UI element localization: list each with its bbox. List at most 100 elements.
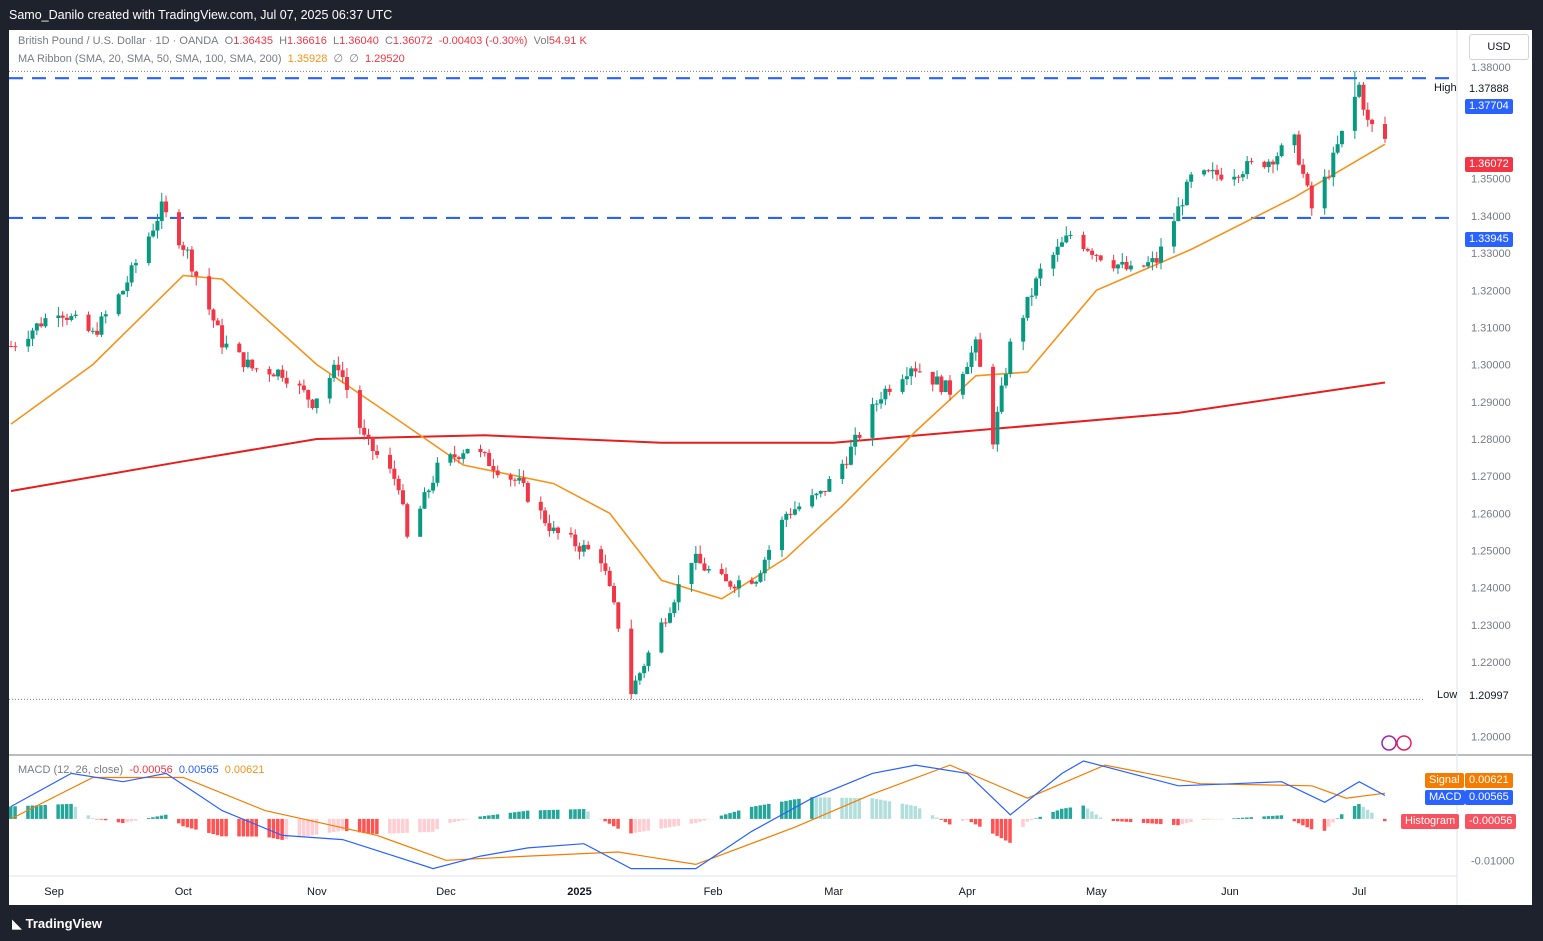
- candle-body: [495, 470, 500, 476]
- price-tick-label: 1.22000: [1471, 657, 1511, 669]
- support-price-tag: 1.33945: [1465, 232, 1513, 247]
- candle-body: [400, 490, 405, 505]
- candle-body: [538, 501, 543, 511]
- candle-body: [668, 613, 673, 623]
- candle-body: [1331, 152, 1336, 178]
- macd-histogram-bar: [991, 818, 995, 834]
- macd-histogram-bar: [491, 814, 495, 819]
- vol-label: Vol: [533, 35, 549, 47]
- macd-histogram-bar: [181, 818, 185, 827]
- macd-histogram-bar: [612, 818, 616, 827]
- candle-body: [823, 490, 828, 492]
- footer-brand: TradingView: [25, 916, 102, 931]
- candle-body: [1124, 261, 1129, 270]
- candle-body: [250, 359, 255, 369]
- macd-histogram-bar: [422, 818, 426, 833]
- macd-histogram-bar: [487, 815, 491, 819]
- candle-body: [991, 366, 996, 445]
- low-marker-label: Low: [1437, 689, 1458, 701]
- candle-body: [99, 316, 104, 335]
- macd-histogram-bar: [818, 797, 823, 819]
- candle-body: [840, 463, 845, 480]
- high-marker-label: High: [1434, 82, 1457, 94]
- candle-body: [1115, 264, 1120, 269]
- macd-histogram-bar: [1301, 818, 1305, 826]
- macd-histogram-bar: [874, 798, 879, 819]
- time-tick-label: Feb: [704, 886, 723, 898]
- macd-histogram-bar: [904, 804, 909, 819]
- macd-histogram-bar: [375, 818, 379, 835]
- macd-histogram-bar: [26, 805, 30, 819]
- change-value: -0.00403 (-0.30%): [438, 35, 528, 47]
- candle-body: [525, 482, 530, 502]
- macd-histogram-bar: [930, 815, 935, 819]
- candle-body: [698, 553, 703, 564]
- macd-histogram-bar: [827, 797, 831, 819]
- candle-body: [978, 339, 983, 367]
- candle-body: [999, 385, 1004, 412]
- macd-histogram-bar: [581, 809, 586, 819]
- macd-histogram-bar: [418, 818, 422, 833]
- candle-body: [332, 364, 337, 378]
- candle-body: [280, 369, 285, 378]
- candle-body: [577, 546, 582, 552]
- macd-histogram-bar: [1296, 818, 1301, 824]
- macd-histogram-bar: [629, 818, 633, 834]
- macd-histogram-bar: [465, 818, 470, 820]
- candle-body: [943, 380, 948, 393]
- candle-body: [883, 388, 888, 400]
- candle-body: [1383, 124, 1387, 139]
- time-tick-label: Oct: [175, 886, 192, 898]
- ma-100-value: ∅: [349, 53, 359, 65]
- macd-histogram-bar: [250, 818, 254, 837]
- candle-body: [43, 318, 48, 327]
- macd-hist-value: -0.00056: [129, 764, 173, 776]
- candle-body: [689, 562, 694, 585]
- candle-body: [1202, 170, 1207, 175]
- candle-body: [189, 249, 194, 272]
- candle-body: [969, 352, 974, 367]
- macd-histogram-bar: [1305, 818, 1309, 828]
- candle-body: [779, 519, 784, 551]
- candle-body: [642, 665, 647, 674]
- macd-histogram-bar: [1064, 808, 1068, 819]
- candle-body: [1305, 173, 1310, 186]
- macd-histogram-bar: [301, 818, 306, 837]
- macd-histogram-bar: [814, 797, 818, 819]
- tradingview-logo[interactable]: ◣ TradingView: [12, 916, 102, 932]
- candle-body: [1275, 156, 1280, 165]
- candle-body: [1370, 119, 1375, 125]
- macd-histogram-bar: [883, 800, 887, 819]
- candle-body: [676, 584, 681, 603]
- candle-body: [1146, 262, 1151, 267]
- currency-button[interactable]: USD: [1469, 34, 1529, 60]
- signal-value-tag: 0.00621: [1465, 773, 1513, 788]
- macd-histogram-bar: [1215, 818, 1219, 820]
- macd-histogram-bar: [1090, 811, 1094, 819]
- macd-histogram-bar: [1111, 818, 1116, 821]
- candle-body: [1085, 249, 1090, 251]
- chart-frame[interactable]: 1.200001.210001.220001.230001.240001.250…: [9, 30, 1532, 905]
- macd-histogram-bar: [1094, 814, 1098, 819]
- macd-histogram-bar: [857, 798, 862, 819]
- macd-histogram-bar: [909, 805, 913, 819]
- candle-body: [1322, 176, 1327, 209]
- candle-body: [1339, 130, 1344, 145]
- candle-body: [314, 398, 319, 408]
- candle-body: [39, 323, 44, 327]
- macd-histogram-bar: [241, 818, 246, 837]
- macd-histogram-bar: [978, 818, 982, 827]
- macd-histogram-bar: [1335, 818, 1340, 819]
- top-credit-bar: Samo_Danilo created with TradingView.com…: [0, 0, 1543, 30]
- candle-body: [211, 309, 216, 321]
- price-tick-label: 1.24000: [1471, 583, 1511, 595]
- candle-body: [1176, 206, 1181, 222]
- ma-20-value: 1.35928: [287, 53, 328, 65]
- macd-histogram-bar: [1159, 818, 1163, 825]
- candle-body: [1150, 258, 1155, 263]
- price-tick-label: 1.32000: [1471, 285, 1511, 297]
- candle-body: [1098, 255, 1103, 261]
- candle-body: [103, 314, 108, 317]
- candle-body: [207, 276, 212, 310]
- price-chart-svg[interactable]: 1.200001.210001.220001.230001.240001.250…: [9, 30, 1532, 905]
